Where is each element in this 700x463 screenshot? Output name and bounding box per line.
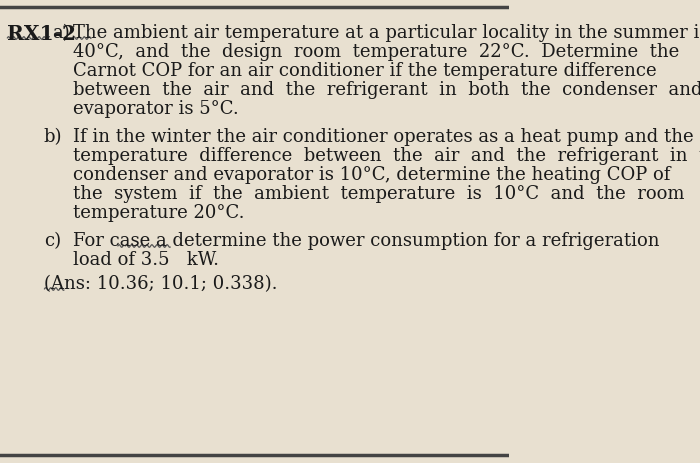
Text: evaporator is 5°C.: evaporator is 5°C. bbox=[73, 100, 239, 118]
Text: a): a) bbox=[52, 24, 70, 42]
Text: Carnot COP for an air conditioner if the temperature difference: Carnot COP for an air conditioner if the… bbox=[73, 62, 657, 80]
Text: condenser and evaporator is 10°C, determine the heating COP of: condenser and evaporator is 10°C, determ… bbox=[73, 166, 670, 184]
Text: b): b) bbox=[43, 128, 62, 146]
Text: between  the  air  and  the  refrigerant  in  both  the  condenser  and: between the air and the refrigerant in b… bbox=[73, 81, 700, 99]
Text: RX1-2: RX1-2 bbox=[7, 24, 76, 44]
Text: 40°C,  and  the  design  room  temperature  22°C.  Determine  the: 40°C, and the design room temperature 22… bbox=[73, 43, 679, 61]
Text: c): c) bbox=[43, 232, 61, 250]
Text: temperature  difference  between  the  air  and  the  refrigerant  in  the: temperature difference between the air a… bbox=[73, 147, 700, 165]
Text: the  system  if  the  ambient  temperature  is  10°C  and  the  room: the system if the ambient temperature is… bbox=[73, 185, 685, 203]
Text: The ambient air temperature at a particular locality in the summer is: The ambient air temperature at a particu… bbox=[73, 24, 700, 42]
Text: (Ans: 10.36; 10.1; 0.338).: (Ans: 10.36; 10.1; 0.338). bbox=[43, 275, 277, 292]
Text: temperature 20°C.: temperature 20°C. bbox=[73, 204, 244, 221]
Text: For case a determine the power consumption for a refrigeration: For case a determine the power consumpti… bbox=[73, 232, 659, 250]
Text: load of 3.5   kW.: load of 3.5 kW. bbox=[73, 250, 219, 269]
Text: If in the winter the air conditioner operates as a heat pump and the: If in the winter the air conditioner ope… bbox=[73, 128, 694, 146]
